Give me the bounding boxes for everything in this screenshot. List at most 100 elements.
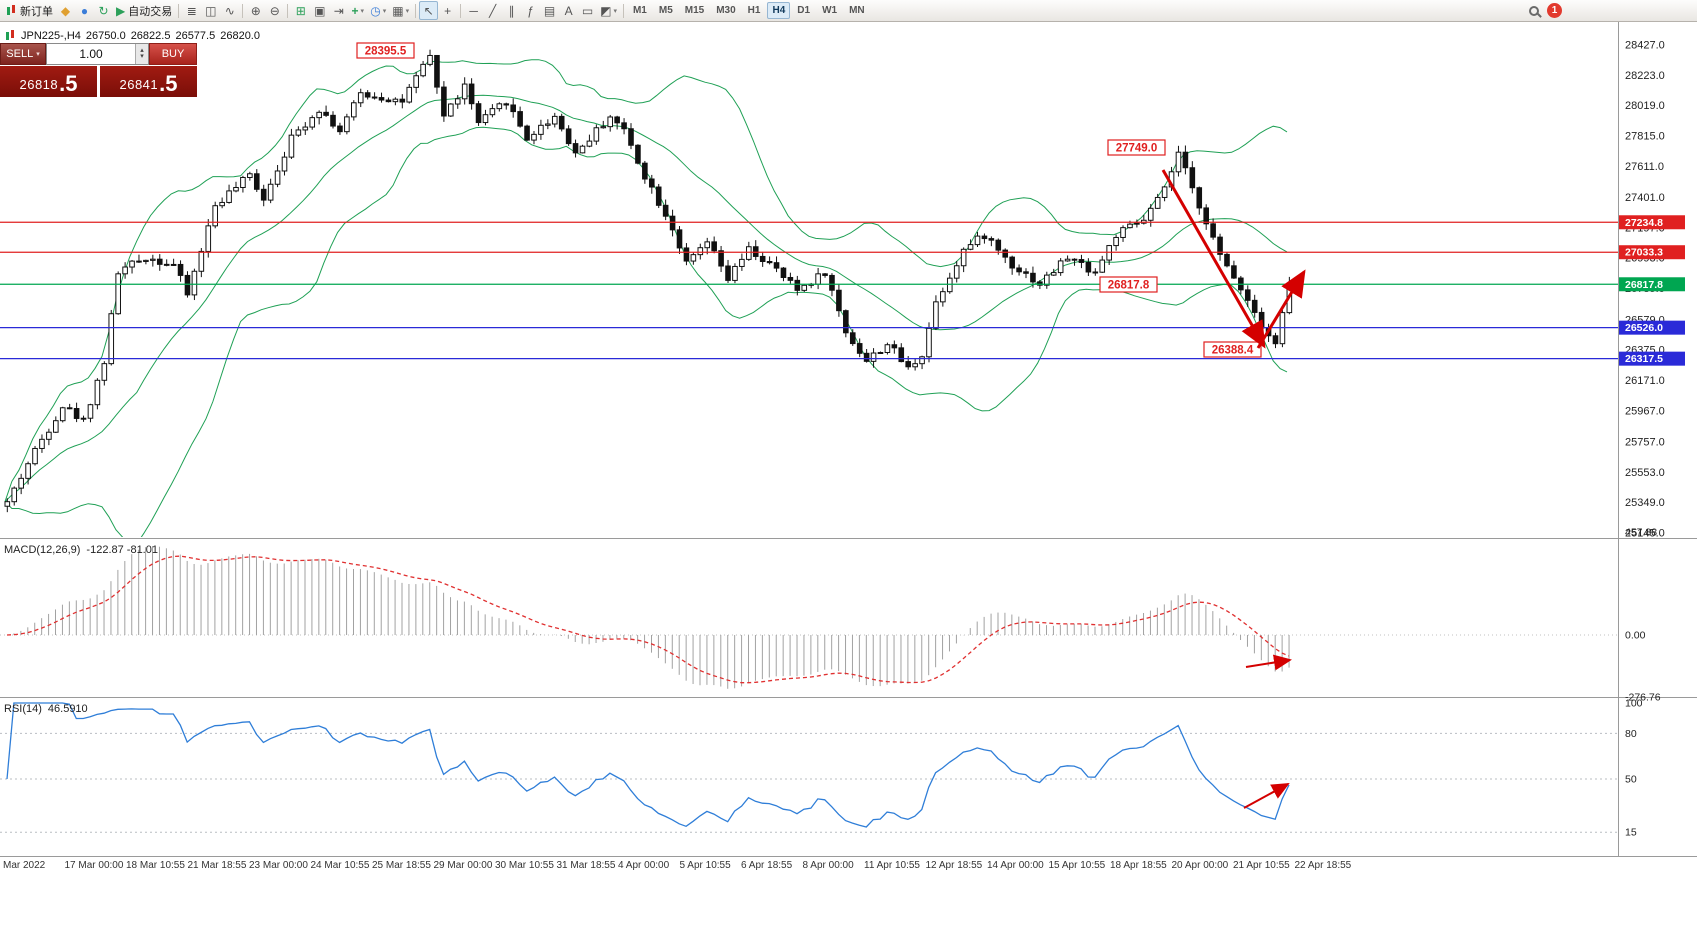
svg-text:26317.5: 26317.5 — [1625, 353, 1663, 365]
macd-signal-line — [6, 555, 1290, 684]
cascade-windows-icon[interactable]: ▣ — [310, 1, 329, 20]
timeframe-M30[interactable]: M30 — [716, 5, 736, 16]
chevron-down-icon[interactable]: ▾ — [405, 7, 410, 15]
timeframe-M15[interactable]: M15 — [684, 5, 705, 16]
buy-button-label: BUY — [161, 48, 185, 60]
line-mode-icon: ∿ — [224, 3, 235, 18]
time-tick-label: Mar 2022 — [3, 860, 46, 871]
symbol-name: JPN225-,H4 — [21, 29, 81, 42]
chevron-down-icon[interactable]: ▾ — [36, 51, 40, 58]
bollinger-bands — [4, 59, 1288, 537]
time-tick-label: 18 Apr 18:55 — [1110, 860, 1167, 871]
volume-stepper[interactable]: ▴ ▾ — [135, 44, 148, 64]
buy-price[interactable]: 26841 .5 — [100, 66, 197, 97]
time-tick-label: 23 Mar 00:00 — [249, 860, 308, 871]
templates-icon[interactable]: ▦ ▾ — [389, 1, 412, 20]
annotation-labels[interactable]: 28395.5 27749.0 26817.8 26388.4 — [356, 42, 1262, 358]
line-mode-icon[interactable]: ∿ — [220, 1, 239, 20]
trend-arrow[interactable] — [1161, 169, 1266, 349]
price-tag — [1619, 351, 1685, 366]
rsi-label: RSI(14) 46.5910 — [4, 703, 88, 715]
time-tick-label: 29 Mar 00:00 — [434, 860, 493, 871]
price-tag — [1619, 277, 1685, 292]
timeframe-D1[interactable]: D1 — [797, 5, 811, 16]
shapes-icon[interactable]: ◩ ▾ — [597, 1, 620, 20]
refresh-icon[interactable]: ↻ — [94, 1, 113, 20]
time-tick-label: 11 Apr 10:55 — [864, 860, 920, 871]
trend-arrows[interactable] — [1161, 169, 1306, 809]
notification-badge[interactable]: 1 — [1547, 3, 1562, 18]
new-order-button-label: 新订单 — [20, 5, 53, 18]
candles-mode-icon[interactable]: ◫ — [201, 1, 220, 20]
zoom-in-icon: ⊕ — [250, 3, 261, 18]
chevron-down-icon[interactable]: ▾ — [613, 7, 617, 15]
trend-arrow[interactable] — [1243, 783, 1290, 809]
rsi-scale-label: 15 — [1625, 827, 1637, 839]
community-icon[interactable]: ● — [75, 1, 94, 20]
marketplace-icon: ◆ — [60, 3, 71, 18]
bars-mode-icon[interactable]: ≣ — [182, 1, 201, 20]
trend-arrow[interactable] — [1245, 654, 1292, 671]
channel-icon[interactable]: ∥ — [502, 1, 521, 20]
sell-price-main: 26818 — [19, 77, 59, 92]
trendline-icon[interactable]: ╱ — [483, 1, 502, 20]
svg-text:26526.0: 26526.0 — [1625, 322, 1663, 334]
price-tick-label: 26171.0 — [1625, 375, 1665, 387]
grid-icon[interactable]: ▤ — [540, 1, 559, 20]
trendline-icon: ╱ — [488, 3, 497, 18]
time-axis[interactable]: Mar 2022 17 Mar 00:00 18 Mar 10:55 21 Mar 1… — [3, 860, 1352, 871]
stepper-down-icon: ▾ — [140, 53, 144, 60]
toolbar-separator — [242, 3, 244, 18]
chart-shift-icon[interactable]: ⇥ — [329, 1, 348, 20]
tile-windows-icon[interactable]: ⊞ — [291, 1, 310, 20]
timeframe-M5[interactable]: M5 — [658, 5, 673, 16]
indicators-icon[interactable]: + ▾ — [348, 1, 367, 20]
timeframe-W1[interactable]: W1 — [822, 5, 838, 16]
timeframe-M1[interactable]: M1 — [632, 5, 647, 16]
sell-price[interactable]: 26818 .5 — [0, 66, 97, 97]
autotrading-button: ▶ — [116, 3, 126, 18]
zoom-out-icon[interactable]: ⊖ — [265, 1, 284, 20]
timeframe-H4[interactable]: H4 — [767, 2, 791, 19]
chevron-down-icon[interactable]: ▾ — [360, 7, 364, 15]
sell-button[interactable]: SELL ▾ — [0, 43, 46, 65]
shapes-icon: ◩ — [600, 3, 612, 18]
macd-histogram — [0, 546, 1618, 689]
chevron-down-icon[interactable]: ▾ — [382, 7, 387, 15]
time-tick-label: 8 Apr 00:00 — [803, 860, 855, 871]
candles-mode-icon: ◫ — [205, 3, 217, 18]
search-icon[interactable] — [1529, 5, 1539, 16]
community-icon: ● — [80, 3, 89, 18]
price-axis[interactable]: 28427.0 28223.0 28019.0 27815.0 27611.0 27401… — [1619, 40, 1685, 839]
ohlc-open: 26750.0 — [85, 29, 126, 42]
price-tick-label: 25145.0 — [1625, 528, 1665, 540]
crosshair-icon[interactable]: + — [438, 1, 457, 20]
timeframe-MN[interactable]: MN — [849, 5, 865, 16]
price-tick-label: 28427.0 — [1625, 40, 1665, 52]
label-icon[interactable]: ▭ — [578, 1, 597, 20]
toolbar-separator — [622, 3, 624, 18]
volume-input[interactable]: 1.00 — [79, 47, 103, 61]
periods-icon[interactable]: ◷ ▾ — [367, 1, 389, 20]
trend-arrow[interactable] — [1256, 269, 1306, 349]
time-tick-label: 4 Apr 00:00 — [618, 860, 670, 871]
cursor-icon[interactable]: ↖ — [419, 1, 439, 20]
fibonacci-icon[interactable]: ƒ — [521, 1, 540, 20]
price-tick-label: 27401.0 — [1625, 192, 1665, 204]
timeframe-H1[interactable]: H1 — [747, 5, 761, 16]
text-icon[interactable]: A — [559, 1, 578, 20]
chart-area[interactable]: 28427.0 28223.0 28019.0 27815.0 27611.0 27401… — [0, 22, 1697, 946]
time-tick-label: 12 Apr 18:55 — [926, 860, 983, 871]
time-tick-label: 15 Apr 10:55 — [1049, 860, 1106, 871]
new-order-button[interactable]: 新订单 — [3, 1, 56, 20]
horizontal-line-icon[interactable]: ─ — [464, 1, 483, 20]
autotrading-button[interactable]: ▶ 自动交易 — [113, 1, 175, 20]
time-tick-label: 31 Mar 18:55 — [557, 860, 616, 871]
marketplace-icon[interactable]: ◆ — [56, 1, 75, 20]
time-tick-label: 21 Mar 18:55 — [188, 860, 247, 871]
horizontal-level-lines[interactable] — [0, 221, 1618, 360]
buy-button[interactable]: BUY — [149, 43, 197, 65]
zoom-in-icon[interactable]: ⊕ — [246, 1, 265, 20]
price-tag — [1619, 245, 1685, 260]
macd-label: MACD(12,26,9) -122.87 -81.01 — [4, 544, 158, 556]
